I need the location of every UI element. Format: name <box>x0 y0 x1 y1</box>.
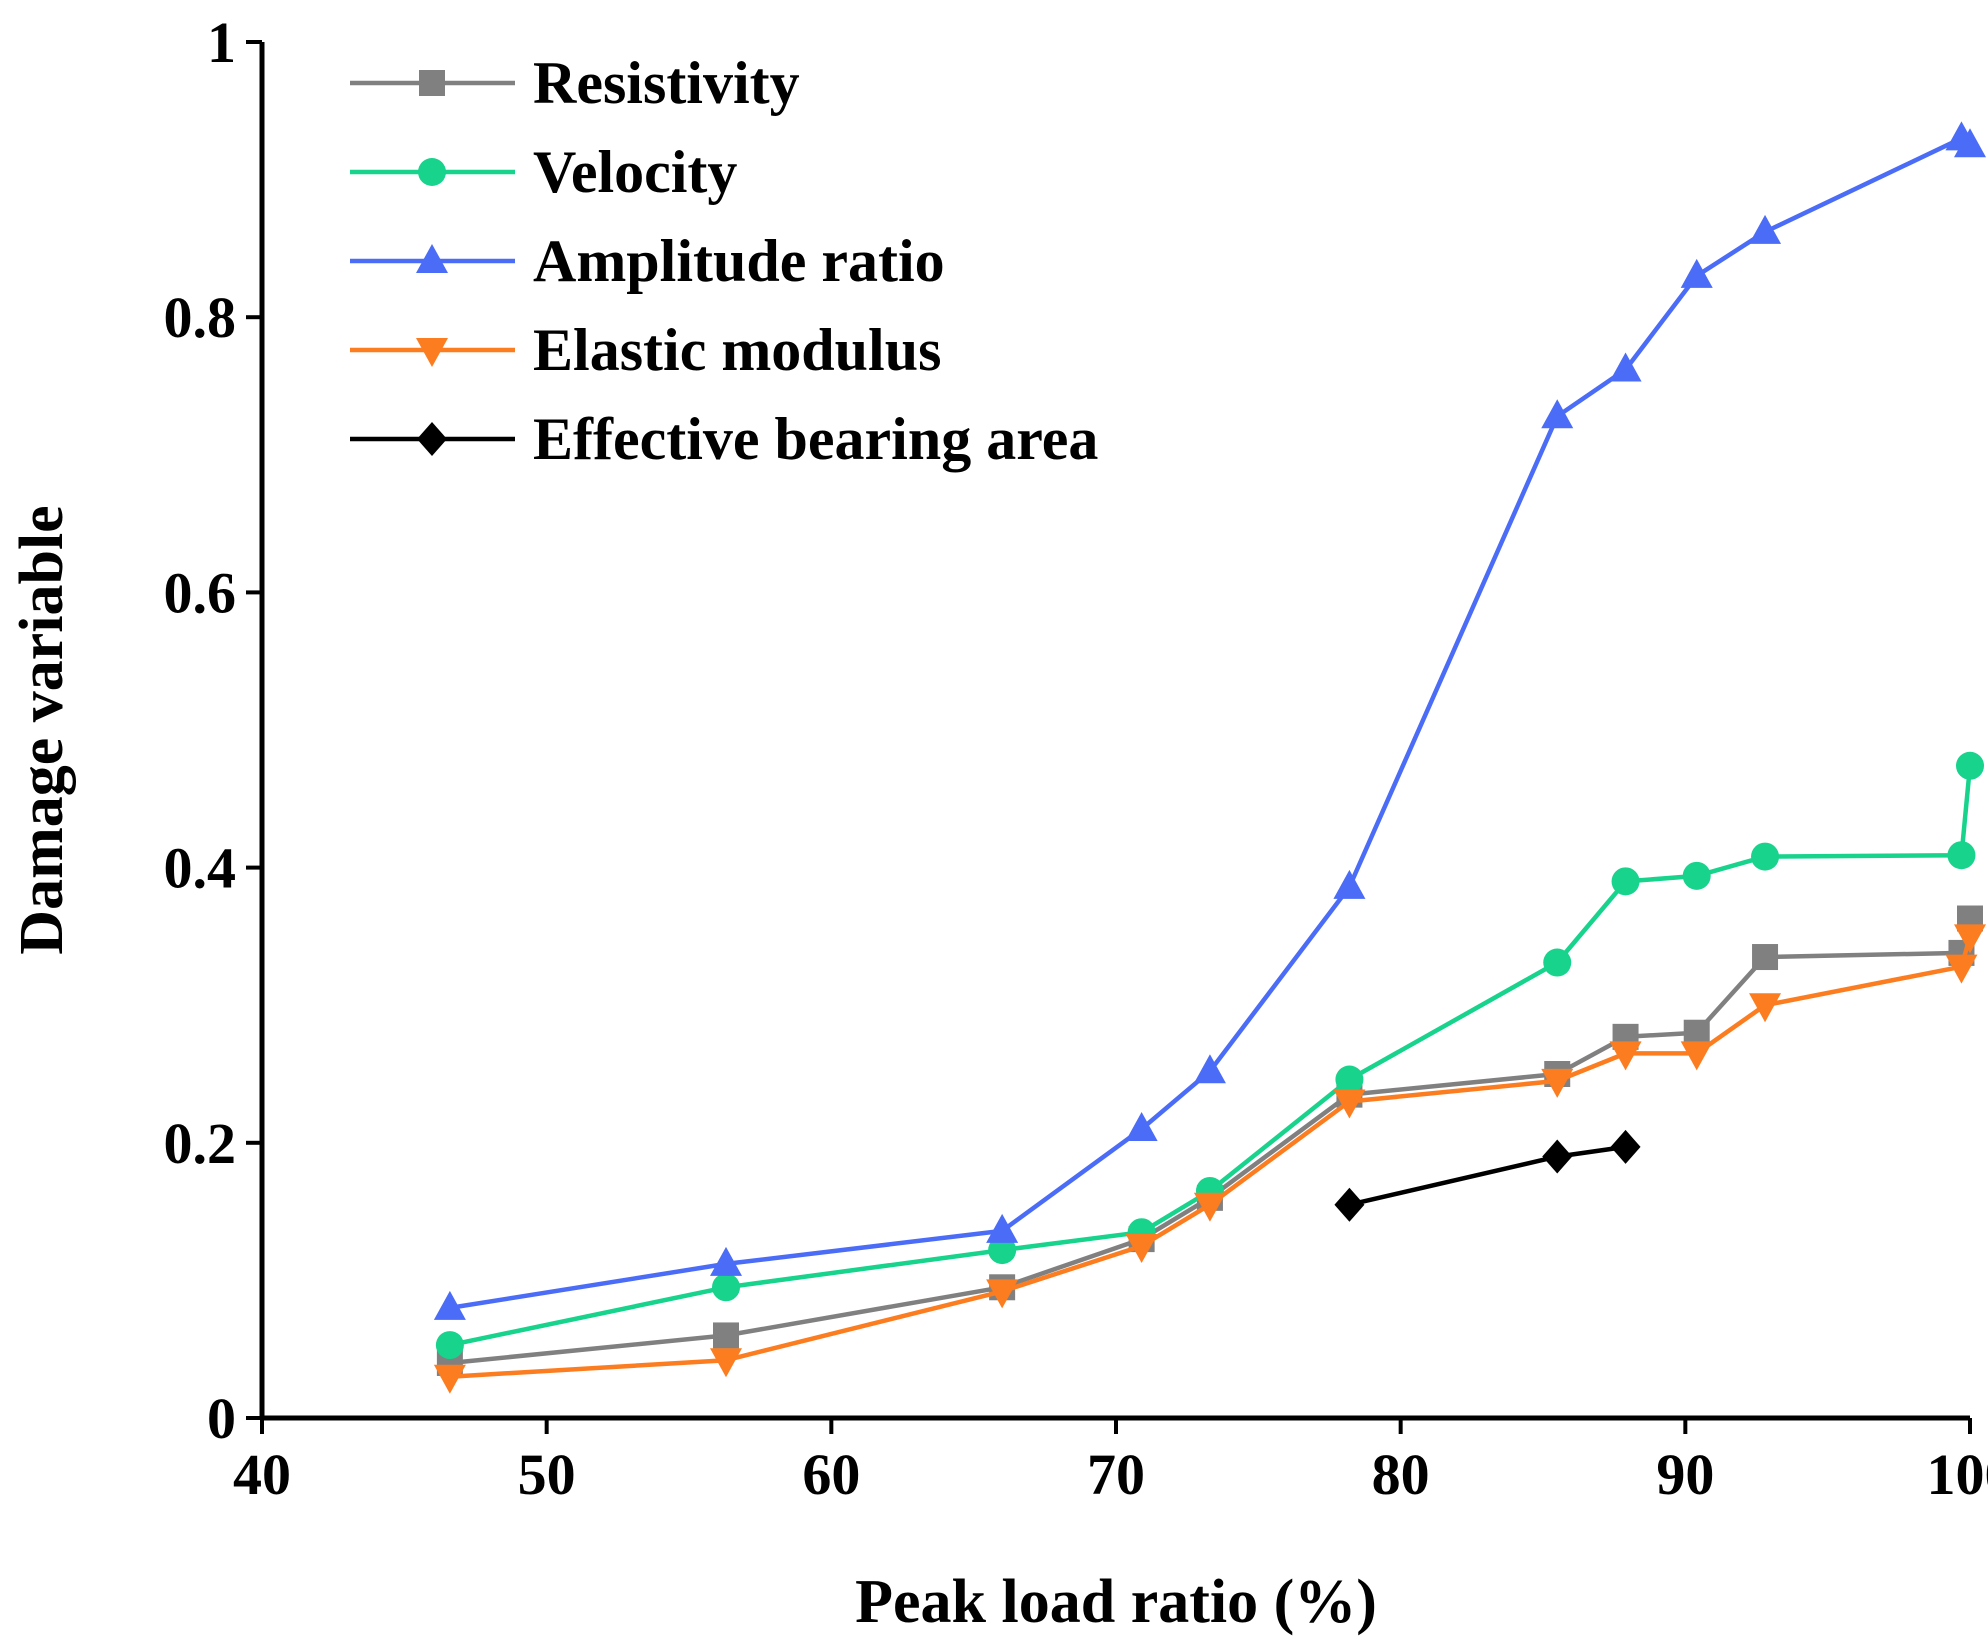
legend-label: Elastic modulus <box>533 317 941 383</box>
data-point-elastic-modulus <box>1193 1192 1226 1222</box>
data-point-elastic-modulus <box>1945 954 1978 984</box>
data-point-elastic-modulus <box>1541 1068 1574 1098</box>
data-point-elastic-modulus <box>986 1279 1019 1309</box>
x-tick-label: 50 <box>518 1442 576 1507</box>
series-line-amplitude-ratio <box>449 136 1972 1311</box>
data-point-elastic-modulus <box>1749 993 1782 1023</box>
data-point-elastic-modulus <box>1125 1234 1158 1263</box>
y-tick-label: 0.4 <box>164 836 237 901</box>
data-point-amplitude-ratio <box>986 1213 1019 1243</box>
legend-item-amplitude-ratio: Amplitude ratio <box>350 228 945 294</box>
data-point-amplitude-ratio <box>710 1246 743 1276</box>
legend-item-velocity: Velocity <box>350 139 737 205</box>
data-point-velocity <box>988 1236 1017 1265</box>
data-point-elastic-modulus <box>1609 1041 1642 1071</box>
series-velocity <box>435 751 1984 1360</box>
data-point-elastic-modulus <box>710 1348 743 1378</box>
legend-marker-velocity <box>418 158 446 186</box>
y-tick-label: 1 <box>207 10 236 75</box>
data-point-amplitude-ratio <box>1333 869 1366 899</box>
data-point-velocity <box>1682 861 1711 890</box>
data-point-amplitude-ratio <box>1680 258 1713 288</box>
y-tick-label: 0 <box>207 1386 236 1451</box>
series-line-velocity <box>449 765 1973 1348</box>
data-point-velocity <box>1751 842 1780 871</box>
data-point-effective-bearing-area <box>1334 1187 1365 1222</box>
legend-marker-effective-bearing-area <box>417 422 447 456</box>
data-point-velocity <box>1543 948 1572 977</box>
x-tick-label: 70 <box>1087 1442 1145 1507</box>
legend-marker-amplitude-ratio <box>416 244 448 273</box>
legend-item-elastic-modulus: Elastic modulus <box>350 317 941 383</box>
y-tick-label: 0.6 <box>164 560 237 625</box>
data-point-velocity <box>435 1331 464 1360</box>
data-point-velocity <box>1611 867 1640 896</box>
data-point-elastic-modulus <box>1954 924 1986 954</box>
legend-marker-elastic-modulus <box>416 338 448 367</box>
data-point-velocity <box>712 1273 741 1302</box>
axes: 40 50 60 70 80 90 100 0 0.2 0.4 0.6 0.8 1 <box>164 10 1988 1507</box>
data-point-amplitude-ratio <box>1609 352 1642 382</box>
x-axis-ticks: 40 50 60 70 80 90 100 <box>233 1418 1988 1507</box>
data-point-amplitude-ratio <box>1749 214 1782 244</box>
x-axis-title: Peak load ratio (%) <box>855 1568 1377 1636</box>
plot-area <box>433 121 1986 1394</box>
data-point-amplitude-ratio <box>1125 1112 1158 1142</box>
series-line-effective-bearing-area <box>1348 1144 1626 1207</box>
y-axis-title: Damage variable <box>8 505 76 954</box>
y-tick-label: 0.2 <box>164 1111 237 1176</box>
legend-label: Amplitude ratio <box>533 228 945 294</box>
x-tick-label: 100 <box>1927 1442 1988 1507</box>
series-amplitude-ratio <box>433 121 1986 1320</box>
x-tick-label: 60 <box>802 1442 860 1507</box>
data-point-velocity <box>1956 751 1984 780</box>
data-point-elastic-modulus <box>433 1364 466 1394</box>
legend-item-effective-bearing-area: Effective bearing area <box>350 406 1098 472</box>
data-point-velocity <box>1335 1065 1364 1094</box>
data-point-resistivity <box>1752 944 1779 971</box>
x-tick-label: 80 <box>1372 1442 1430 1507</box>
series-resistivity <box>436 905 1983 1376</box>
data-point-velocity <box>1947 841 1976 870</box>
series-line-elastic-modulus <box>449 935 1973 1379</box>
data-point-amplitude-ratio <box>433 1290 466 1320</box>
series-line-resistivity <box>449 917 1973 1366</box>
data-point-amplitude-ratio <box>1954 128 1986 158</box>
legend-item-resistivity: Resistivity <box>350 50 800 116</box>
legend-label: Effective bearing area <box>533 406 1098 472</box>
x-tick-label: 90 <box>1656 1442 1714 1507</box>
data-point-effective-bearing-area <box>1610 1129 1641 1164</box>
y-tick-label: 0.8 <box>164 285 237 350</box>
legend-label: Resistivity <box>533 50 800 116</box>
data-point-effective-bearing-area <box>1542 1139 1573 1174</box>
x-tick-label: 40 <box>233 1442 291 1507</box>
data-point-resistivity <box>713 1322 740 1349</box>
series-effective-bearing-area <box>1334 1129 1641 1222</box>
legend-marker-resistivity <box>419 70 445 96</box>
data-point-amplitude-ratio <box>1193 1054 1226 1084</box>
data-point-elastic-modulus <box>1333 1089 1366 1119</box>
legend: Resistivity Velocity Amplitude ratio Elasti… <box>350 50 1098 472</box>
legend-label: Velocity <box>533 139 737 205</box>
y-axis-ticks: 0 0.2 0.4 0.6 0.8 1 <box>164 10 262 1451</box>
data-point-elastic-modulus <box>1680 1041 1713 1071</box>
series-elastic-modulus <box>433 924 1986 1394</box>
data-point-amplitude-ratio <box>1541 399 1574 429</box>
